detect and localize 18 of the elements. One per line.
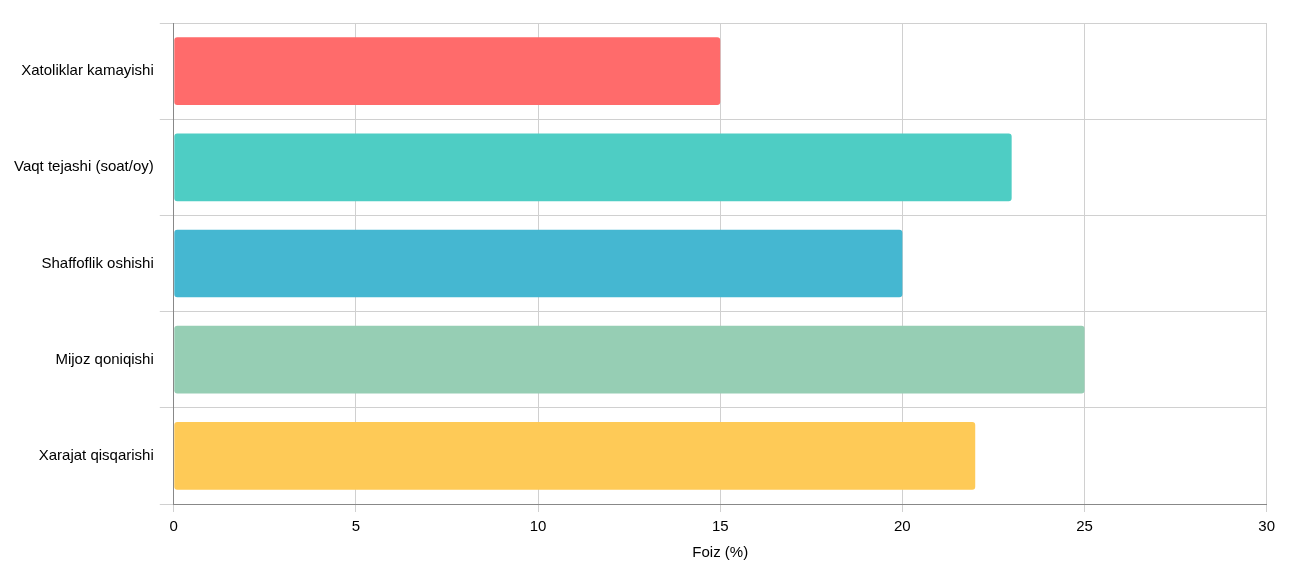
bar (174, 422, 976, 490)
bar (174, 229, 903, 298)
x-tick-label: 30 (1258, 517, 1275, 535)
y-tick-label: Xarajat qisqarishi (38, 446, 154, 464)
y-tick-label: Shaffoflik oshishi (41, 253, 154, 271)
x-tick-label: 5 (351, 517, 361, 535)
x-tick-label: 15 (711, 517, 729, 535)
y-tick-label: Mijoz qoniqishi (55, 349, 154, 367)
bar (174, 133, 1012, 202)
bar (174, 325, 1085, 394)
y-tick-label: Vaqt tejashi (soat/oy) (13, 157, 154, 175)
x-tick-label: 25 (1076, 517, 1093, 535)
x-tick-label: 0 (169, 517, 178, 535)
x-axis-title: Foiz (%) (692, 543, 749, 561)
x-tick-label: 10 (529, 517, 547, 535)
y-tick-label: Xatoliklar kamayishi (21, 61, 154, 79)
bar (174, 37, 721, 105)
x-tick-label: 20 (894, 517, 911, 535)
